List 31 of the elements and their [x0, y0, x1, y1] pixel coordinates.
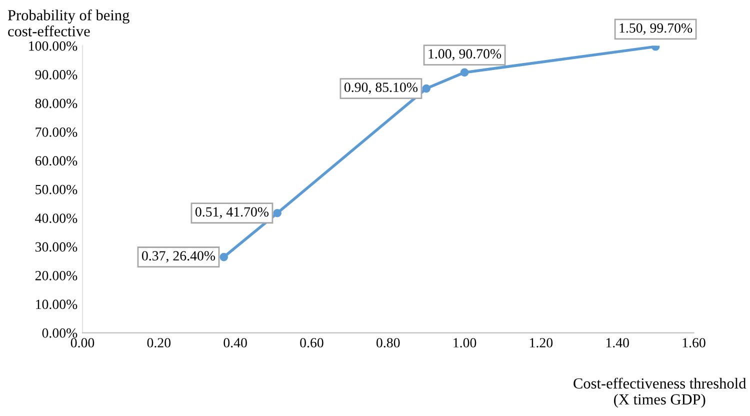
y-tick-label: 80.00% [35, 98, 78, 108]
data-label: 0.37, 26.40% [142, 251, 216, 262]
y-tick-label: 40.00% [35, 214, 78, 223]
y-tick-label: 100.00% [29, 41, 78, 51]
y-tick-label: 90.00% [35, 70, 78, 80]
point [220, 252, 228, 262]
y-tick-label: 70.00% [36, 127, 78, 137]
y-tick-label: 0.00% [42, 328, 78, 338]
x-tick-label: 0.80 [376, 338, 400, 348]
y-tick-label: 30.00% [35, 242, 78, 252]
y-tick-label: 60.00% [35, 156, 78, 166]
x-axis-title: Cost-effectiveness threshold (X times GDP) [574, 378, 746, 408]
data-label: 1.00, 90.70% [428, 49, 502, 61]
x-tick-label: 1.40 [606, 338, 629, 348]
y-axis-title: Probability of being cost-effective [8, 9, 130, 36]
x-tick-label: 1.20 [530, 338, 553, 348]
y-tick-label: 50.00% [36, 184, 78, 194]
data-label: 0.51, 41.70% [195, 207, 269, 219]
data-label: 0.90, 85.10% [344, 82, 418, 94]
x-tick-label: 0.00 [70, 338, 94, 348]
point [273, 208, 282, 218]
point [460, 68, 469, 77]
x-tick-label: 0.20 [147, 338, 171, 348]
x-tick-label: 0.40 [224, 338, 247, 348]
y-tick-label: 10.00% [36, 300, 78, 310]
y-tick-label: 20.00% [35, 270, 78, 280]
x-tick-label: 0.60 [300, 338, 324, 348]
x-tick-label: 1.60 [682, 338, 706, 348]
data-label: 1.50, 99.70% [620, 23, 692, 35]
point [422, 84, 430, 93]
x-tick-label: 1.00 [454, 338, 476, 348]
